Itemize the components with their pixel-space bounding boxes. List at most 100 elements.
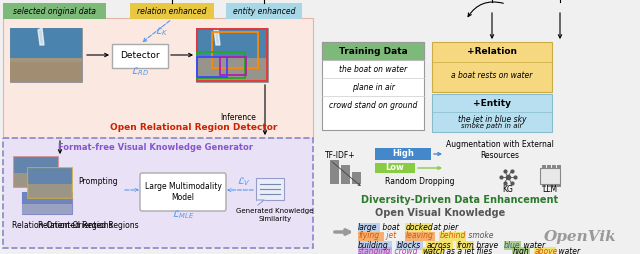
Bar [112, 44, 168, 68]
Bar [358, 223, 380, 231]
Text: crowd: crowd [392, 246, 420, 254]
Text: plane in air: plane in air [351, 83, 394, 91]
Text: boat: boat [380, 223, 401, 231]
Bar [212, 32, 258, 68]
Text: OpenVik: OpenVik [543, 230, 616, 244]
Text: above: above [534, 246, 557, 254]
Bar [22, 192, 72, 214]
Text: selected original data: selected original data [13, 7, 95, 15]
Text: LLM: LLM [543, 185, 557, 195]
Bar [557, 165, 561, 168]
Bar [396, 241, 422, 249]
Text: water: water [556, 246, 580, 254]
Text: Large Multimodality
Model: Large Multimodality Model [145, 182, 221, 202]
Bar [439, 231, 465, 241]
Bar [504, 241, 522, 249]
Text: Open Relational Region Detector: Open Relational Region Detector [110, 123, 277, 133]
Text: $\mathcal{L}_{RD}$: $\mathcal{L}_{RD}$ [131, 66, 149, 78]
Text: blocks: blocks [397, 241, 421, 249]
Text: Random Dropping: Random Dropping [385, 178, 454, 186]
Text: as a jet flies: as a jet flies [444, 246, 495, 254]
Bar [14, 157, 58, 173]
Bar [197, 57, 227, 77]
Bar [542, 184, 546, 187]
Text: across: across [427, 241, 451, 249]
Bar [3, 138, 313, 248]
Polygon shape [258, 200, 264, 205]
Bar [3, 138, 313, 248]
Text: Open Visual Knowledge: Open Visual Knowledge [375, 208, 505, 218]
Text: docked: docked [405, 223, 433, 231]
Text: leaving: leaving [405, 231, 433, 241]
Text: Prompting: Prompting [78, 178, 118, 186]
Bar [358, 246, 392, 254]
Polygon shape [38, 28, 44, 45]
Bar [322, 42, 424, 130]
Bar [197, 52, 245, 78]
Text: Relation-Oriented Regions: Relation-Oriented Regions [38, 221, 139, 230]
Bar [10, 62, 82, 82]
Bar [10, 28, 82, 58]
Bar [226, 3, 302, 19]
Text: behind: behind [440, 231, 466, 241]
Bar [557, 184, 561, 187]
Text: Generated Knowledge
Similarity: Generated Knowledge Similarity [236, 209, 314, 221]
Bar [512, 246, 530, 254]
Text: entity enhanced: entity enhanced [233, 7, 295, 15]
Text: flying: flying [358, 231, 379, 241]
Bar [432, 42, 552, 92]
Text: brave: brave [474, 241, 500, 249]
Bar [196, 28, 268, 82]
Text: crowd stand on ground: crowd stand on ground [329, 101, 417, 109]
Bar [432, 94, 552, 132]
Polygon shape [214, 28, 220, 45]
Text: $\mathcal{L}_V$: $\mathcal{L}_V$ [237, 176, 251, 188]
Text: Training Data: Training Data [339, 46, 408, 56]
Text: $\mathcal{L}_{MLE}$: $\mathcal{L}_{MLE}$ [172, 209, 195, 221]
Bar [14, 157, 58, 187]
Text: blue: blue [504, 241, 521, 249]
Bar [341, 165, 350, 184]
Bar [10, 58, 82, 82]
Text: watch: watch [422, 246, 445, 254]
Bar [358, 241, 392, 249]
Text: the boat on water: the boat on water [339, 65, 407, 73]
Text: large: large [358, 223, 378, 231]
Text: Low: Low [386, 164, 404, 172]
Text: building: building [358, 241, 388, 249]
Bar [405, 223, 431, 231]
Text: smoke: smoke [465, 231, 493, 241]
Bar [422, 246, 444, 254]
Text: the jet in blue sky: the jet in blue sky [458, 116, 526, 124]
Text: KG: KG [502, 185, 513, 195]
Bar [322, 42, 424, 60]
Bar [3, 3, 106, 19]
Bar [22, 204, 72, 214]
Bar [130, 3, 214, 19]
Bar [256, 178, 284, 200]
Bar [552, 165, 556, 168]
Text: +Entity: +Entity [473, 99, 511, 107]
Text: smoke path in air: smoke path in air [461, 123, 523, 129]
Bar [552, 184, 556, 187]
Text: $\mathcal{L}_K$: $\mathcal{L}_K$ [155, 26, 169, 38]
Text: relation enhanced: relation enhanced [137, 7, 207, 15]
Text: High: High [392, 150, 414, 158]
Bar [405, 231, 435, 241]
Text: at pier: at pier [431, 223, 458, 231]
Bar [330, 160, 339, 184]
Text: +Relation: +Relation [467, 47, 517, 56]
Text: Detector: Detector [120, 52, 160, 60]
Bar [352, 172, 361, 184]
Text: TF-IDF+: TF-IDF+ [325, 151, 356, 160]
Bar [28, 168, 72, 184]
Text: jet: jet [384, 231, 399, 241]
Bar [197, 29, 267, 81]
Bar [375, 148, 431, 160]
Text: Augmentation with External
Resources: Augmentation with External Resources [446, 140, 554, 160]
Bar [456, 241, 474, 249]
Bar [14, 173, 58, 187]
Bar [28, 168, 72, 198]
Bar [142, 175, 224, 209]
Bar [426, 241, 452, 249]
